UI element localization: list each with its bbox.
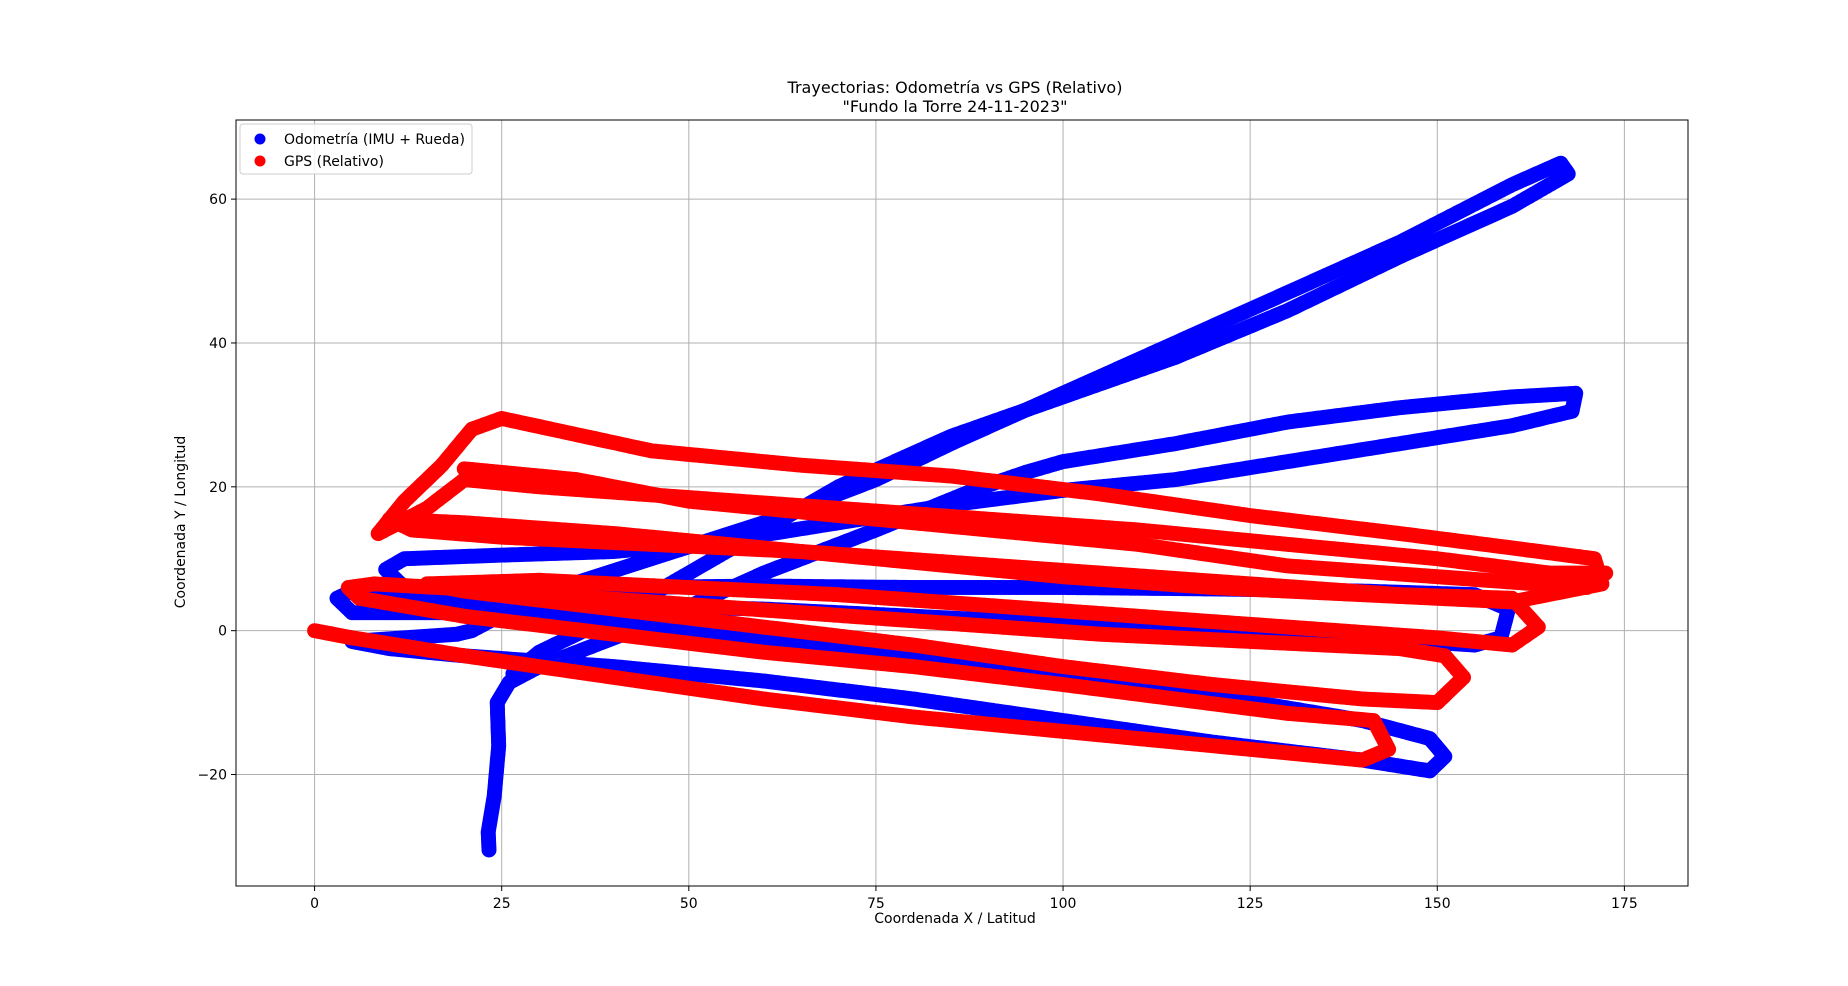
chart-subtitle: "Fundo la Torre 24-11-2023" bbox=[843, 97, 1068, 116]
chart-title: Trayectorias: Odometría vs GPS (Relativo… bbox=[787, 78, 1123, 97]
